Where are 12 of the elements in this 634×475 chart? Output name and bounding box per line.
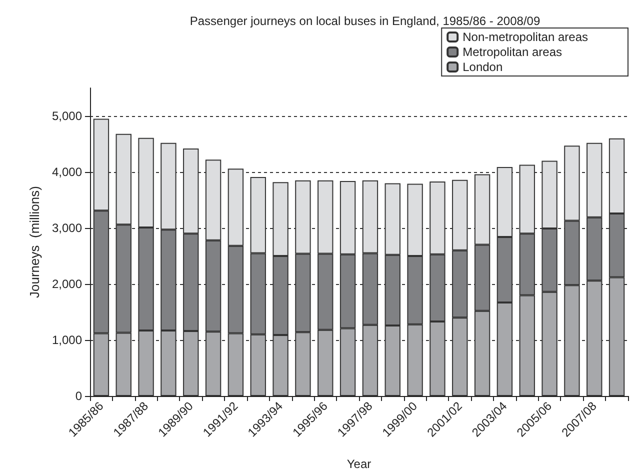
chart-title: Passenger journeys on local buses in England, 1985/86 - 2008/09 bbox=[190, 14, 540, 28]
legend-label: London bbox=[462, 60, 503, 74]
legend-label: Metropolitan areas bbox=[462, 45, 562, 59]
y-tick-label: 4,000 bbox=[52, 165, 82, 179]
y-tick-label: 0 bbox=[75, 389, 82, 403]
y-tick-label: 3,000 bbox=[52, 221, 82, 235]
y-tick-label: 5,000 bbox=[52, 109, 82, 123]
x-axis-title: Year bbox=[346, 457, 372, 471]
y-tick-label: 1,000 bbox=[52, 333, 82, 347]
y-axis-title: Journeys (millions) bbox=[27, 186, 42, 298]
legend-label: Non-metropolitan areas bbox=[462, 30, 588, 44]
y-tick-label: 2,000 bbox=[52, 277, 82, 291]
